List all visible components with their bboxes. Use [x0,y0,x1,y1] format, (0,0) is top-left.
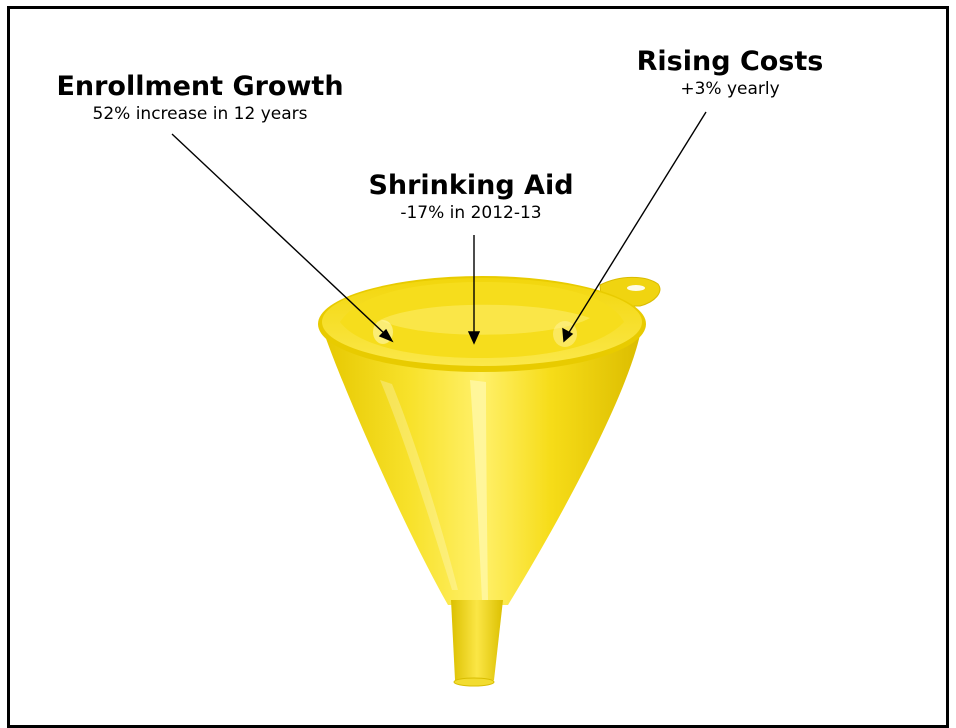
funnel-icon [318,276,661,687]
enrollment-growth-title: Enrollment Growth [56,71,344,102]
shrinking-aid-title: Shrinking Aid [368,170,574,201]
rising-costs-label: Rising Costs +3% yearly [600,46,860,100]
enrollment-growth-label: Enrollment Growth 52% increase in 12 yea… [40,71,360,125]
aid-arrow [467,235,481,345]
enrollment-growth-detail: 52% increase in 12 years [92,104,308,124]
shrinking-aid-detail: -17% in 2012-13 [400,203,542,223]
costs-arrow [562,111,707,343]
enrollment-arrow [171,133,394,343]
shrinking-aid-label: Shrinking Aid -17% in 2012-13 [340,170,602,224]
rising-costs-title: Rising Costs [636,46,824,77]
rising-costs-detail: +3% yearly [680,79,780,99]
